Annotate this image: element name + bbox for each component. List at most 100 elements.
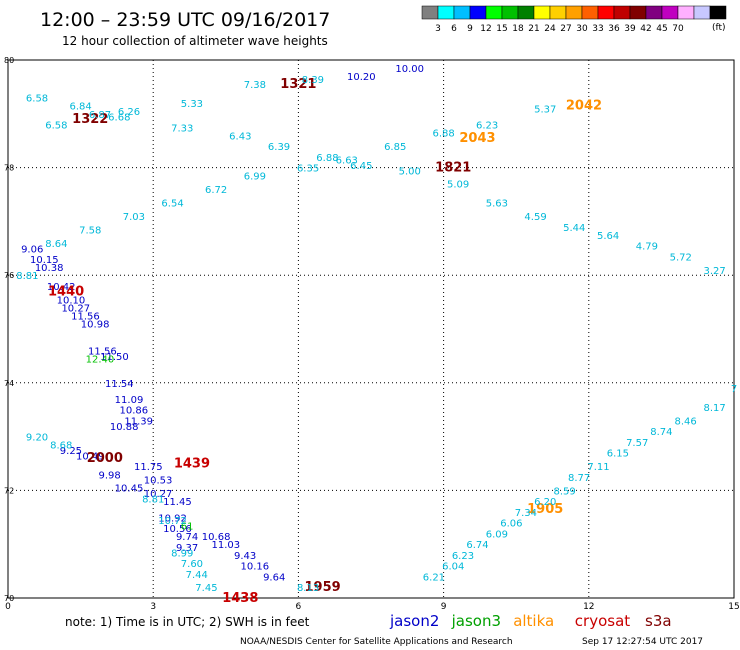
- colorbar-tick-label: 39: [624, 24, 636, 34]
- colorbar-swatch: [565, 5, 583, 20]
- colorbar-tick-label: 18: [512, 24, 524, 34]
- wave-height-label: 8.13: [297, 583, 319, 594]
- y-tick-label: 72: [4, 486, 14, 495]
- wave-height-label: 6.63: [336, 156, 358, 167]
- wave-height-label: 11.45: [163, 497, 192, 508]
- wave-height-label: 6.23: [476, 121, 498, 132]
- wave-height-label: 10.53: [144, 476, 173, 487]
- wave-height-label: 6.72: [205, 185, 227, 196]
- wave-height-label: 10.98: [81, 320, 110, 331]
- y-tick-label: 74: [4, 379, 14, 388]
- wave-height-label: 6.45: [350, 161, 372, 172]
- plot-frame: [7, 59, 735, 599]
- wave-height-label: 9.98: [99, 470, 121, 481]
- x-tick-label: 3: [150, 602, 156, 612]
- wave-height-label: 8.39: [302, 75, 324, 86]
- wave-height-label: 7.44: [186, 570, 208, 581]
- colorbar-swatch: [549, 5, 567, 20]
- color-scale-bar: 3 6 9 12 15 18 21 24 27 30 33 36 39 42 45 70: [421, 5, 727, 34]
- wave-height-label: 8.77: [568, 473, 590, 484]
- wave-height-label: 8.74: [650, 427, 672, 438]
- colorbar-swatch: [533, 5, 551, 20]
- colorbar-tick-label: 33: [592, 24, 603, 34]
- chart-title: 12:00 – 23:59 UTC 09/16/2017: [40, 9, 330, 31]
- wave-height-label: 7.33: [171, 123, 193, 134]
- colorbar-swatch: [661, 5, 679, 20]
- wave-height-label: 6.87: [89, 110, 111, 121]
- wave-height-label: 10.38: [35, 263, 64, 274]
- colorbar-swatch: [629, 5, 647, 20]
- wave-height-label: 9.37: [176, 543, 198, 554]
- wave-height-label: 6.99: [244, 172, 266, 183]
- wave-height-label: 11.75: [134, 462, 163, 473]
- wave-height-label: 10.49: [76, 451, 105, 462]
- wave-height-label: 9.64: [263, 572, 285, 583]
- x-tick-label: 9: [441, 602, 447, 612]
- wave-height-label: 6.06: [500, 519, 522, 530]
- y-tick-label: 80: [4, 56, 14, 65]
- colorbar-tick-label: 30: [576, 24, 588, 34]
- wave-height-label: 6.04: [442, 562, 464, 573]
- wave-height-label: 10.20: [347, 72, 376, 83]
- wave-height-label: 11.54: [105, 379, 134, 390]
- wave-height-label: 12.40: [86, 355, 115, 366]
- colorbar-tick-label: 15: [496, 24, 507, 34]
- wave-height-label: 6.35: [297, 164, 319, 175]
- wave-height-label: 10.45: [115, 484, 144, 495]
- y-tick-label: 70: [4, 594, 14, 603]
- wave-height-label: 9.25: [60, 446, 82, 457]
- wave-height-label: 11.56: [88, 347, 117, 358]
- pass-time-label: 2042: [566, 99, 602, 114]
- x-tick-label: 15: [728, 602, 739, 612]
- wave-height-label: 7.58: [79, 225, 101, 236]
- wave-height-label: 8.64: [45, 239, 67, 250]
- wave-height-label: 6.85: [384, 142, 406, 153]
- y-tick-label: 78: [4, 164, 14, 173]
- colorbar-tick-label: 24: [544, 24, 556, 34]
- wave-height-label: 9.20: [26, 433, 48, 444]
- colorbar-swatch: [501, 5, 519, 20]
- wave-height-label: 11.39: [124, 416, 153, 427]
- wave-height-label: 6.15: [607, 449, 629, 460]
- wave-height-label: 10.27: [61, 303, 90, 314]
- wave-height-label: 10.88: [110, 422, 139, 433]
- wave-height-label: 7.38: [244, 80, 266, 91]
- pass-time-label: 1321: [280, 77, 316, 92]
- wave-height-label: 10.10: [57, 295, 86, 306]
- wave-height-label: 6.88: [432, 129, 454, 140]
- wave-height-label: 10.27: [144, 489, 173, 500]
- legend-entry: jason3: [451, 612, 501, 630]
- wave-height-label: 10.15: [30, 255, 59, 266]
- colorbar-swatch: [517, 5, 535, 20]
- x-tick-label: 12: [583, 602, 594, 612]
- colorbar-unit: (ft): [712, 23, 726, 33]
- colorbar-tick-label: 42: [640, 24, 651, 34]
- wave-height-label: 7.11: [587, 462, 609, 473]
- colorbar-tick-label: 21: [528, 24, 539, 34]
- colorbar-swatch: [597, 5, 615, 20]
- pass-time-label: 1440: [48, 284, 84, 299]
- colorbar-tick-label: 12: [480, 24, 491, 34]
- pass-time-label: 2043: [459, 131, 495, 146]
- wave-height-label: 6.58: [45, 121, 67, 132]
- wave-height-label: 10.86: [120, 406, 149, 417]
- colorbar-swatch: [485, 5, 503, 20]
- colorbar-swatch: [421, 5, 439, 20]
- satellite-legend: jason2 jason3 altika cryosat s3a: [389, 612, 672, 630]
- wave-height-label: 7.03: [123, 212, 145, 223]
- wave-height-label: 6.58: [26, 94, 48, 105]
- wave-height-label: 6.20: [534, 497, 556, 508]
- wave-height-label: 8.81: [16, 271, 38, 282]
- pass-time-label: 1959: [305, 580, 341, 595]
- data-labels: 10.0010.209.0610.1510.3810.4210.1011.561…: [16, 64, 737, 606]
- colorbar-tick-label: 3: [435, 24, 441, 34]
- colorbar-swatch: [437, 5, 455, 20]
- wave-height-label: 6.88: [316, 153, 338, 164]
- axis-tick-labels: 0 3 6 9 12 15 70 72 74 76 78 80: [4, 56, 740, 612]
- wave-height-label: 10.92: [158, 513, 187, 524]
- wave-height-label: 10.68: [202, 532, 231, 543]
- wave-height-label: 8.59: [553, 486, 575, 497]
- wave-height-label: 6.39: [268, 142, 290, 153]
- wave-height-label: 8.68: [50, 441, 72, 452]
- wave-height-label: 7.60: [181, 559, 203, 570]
